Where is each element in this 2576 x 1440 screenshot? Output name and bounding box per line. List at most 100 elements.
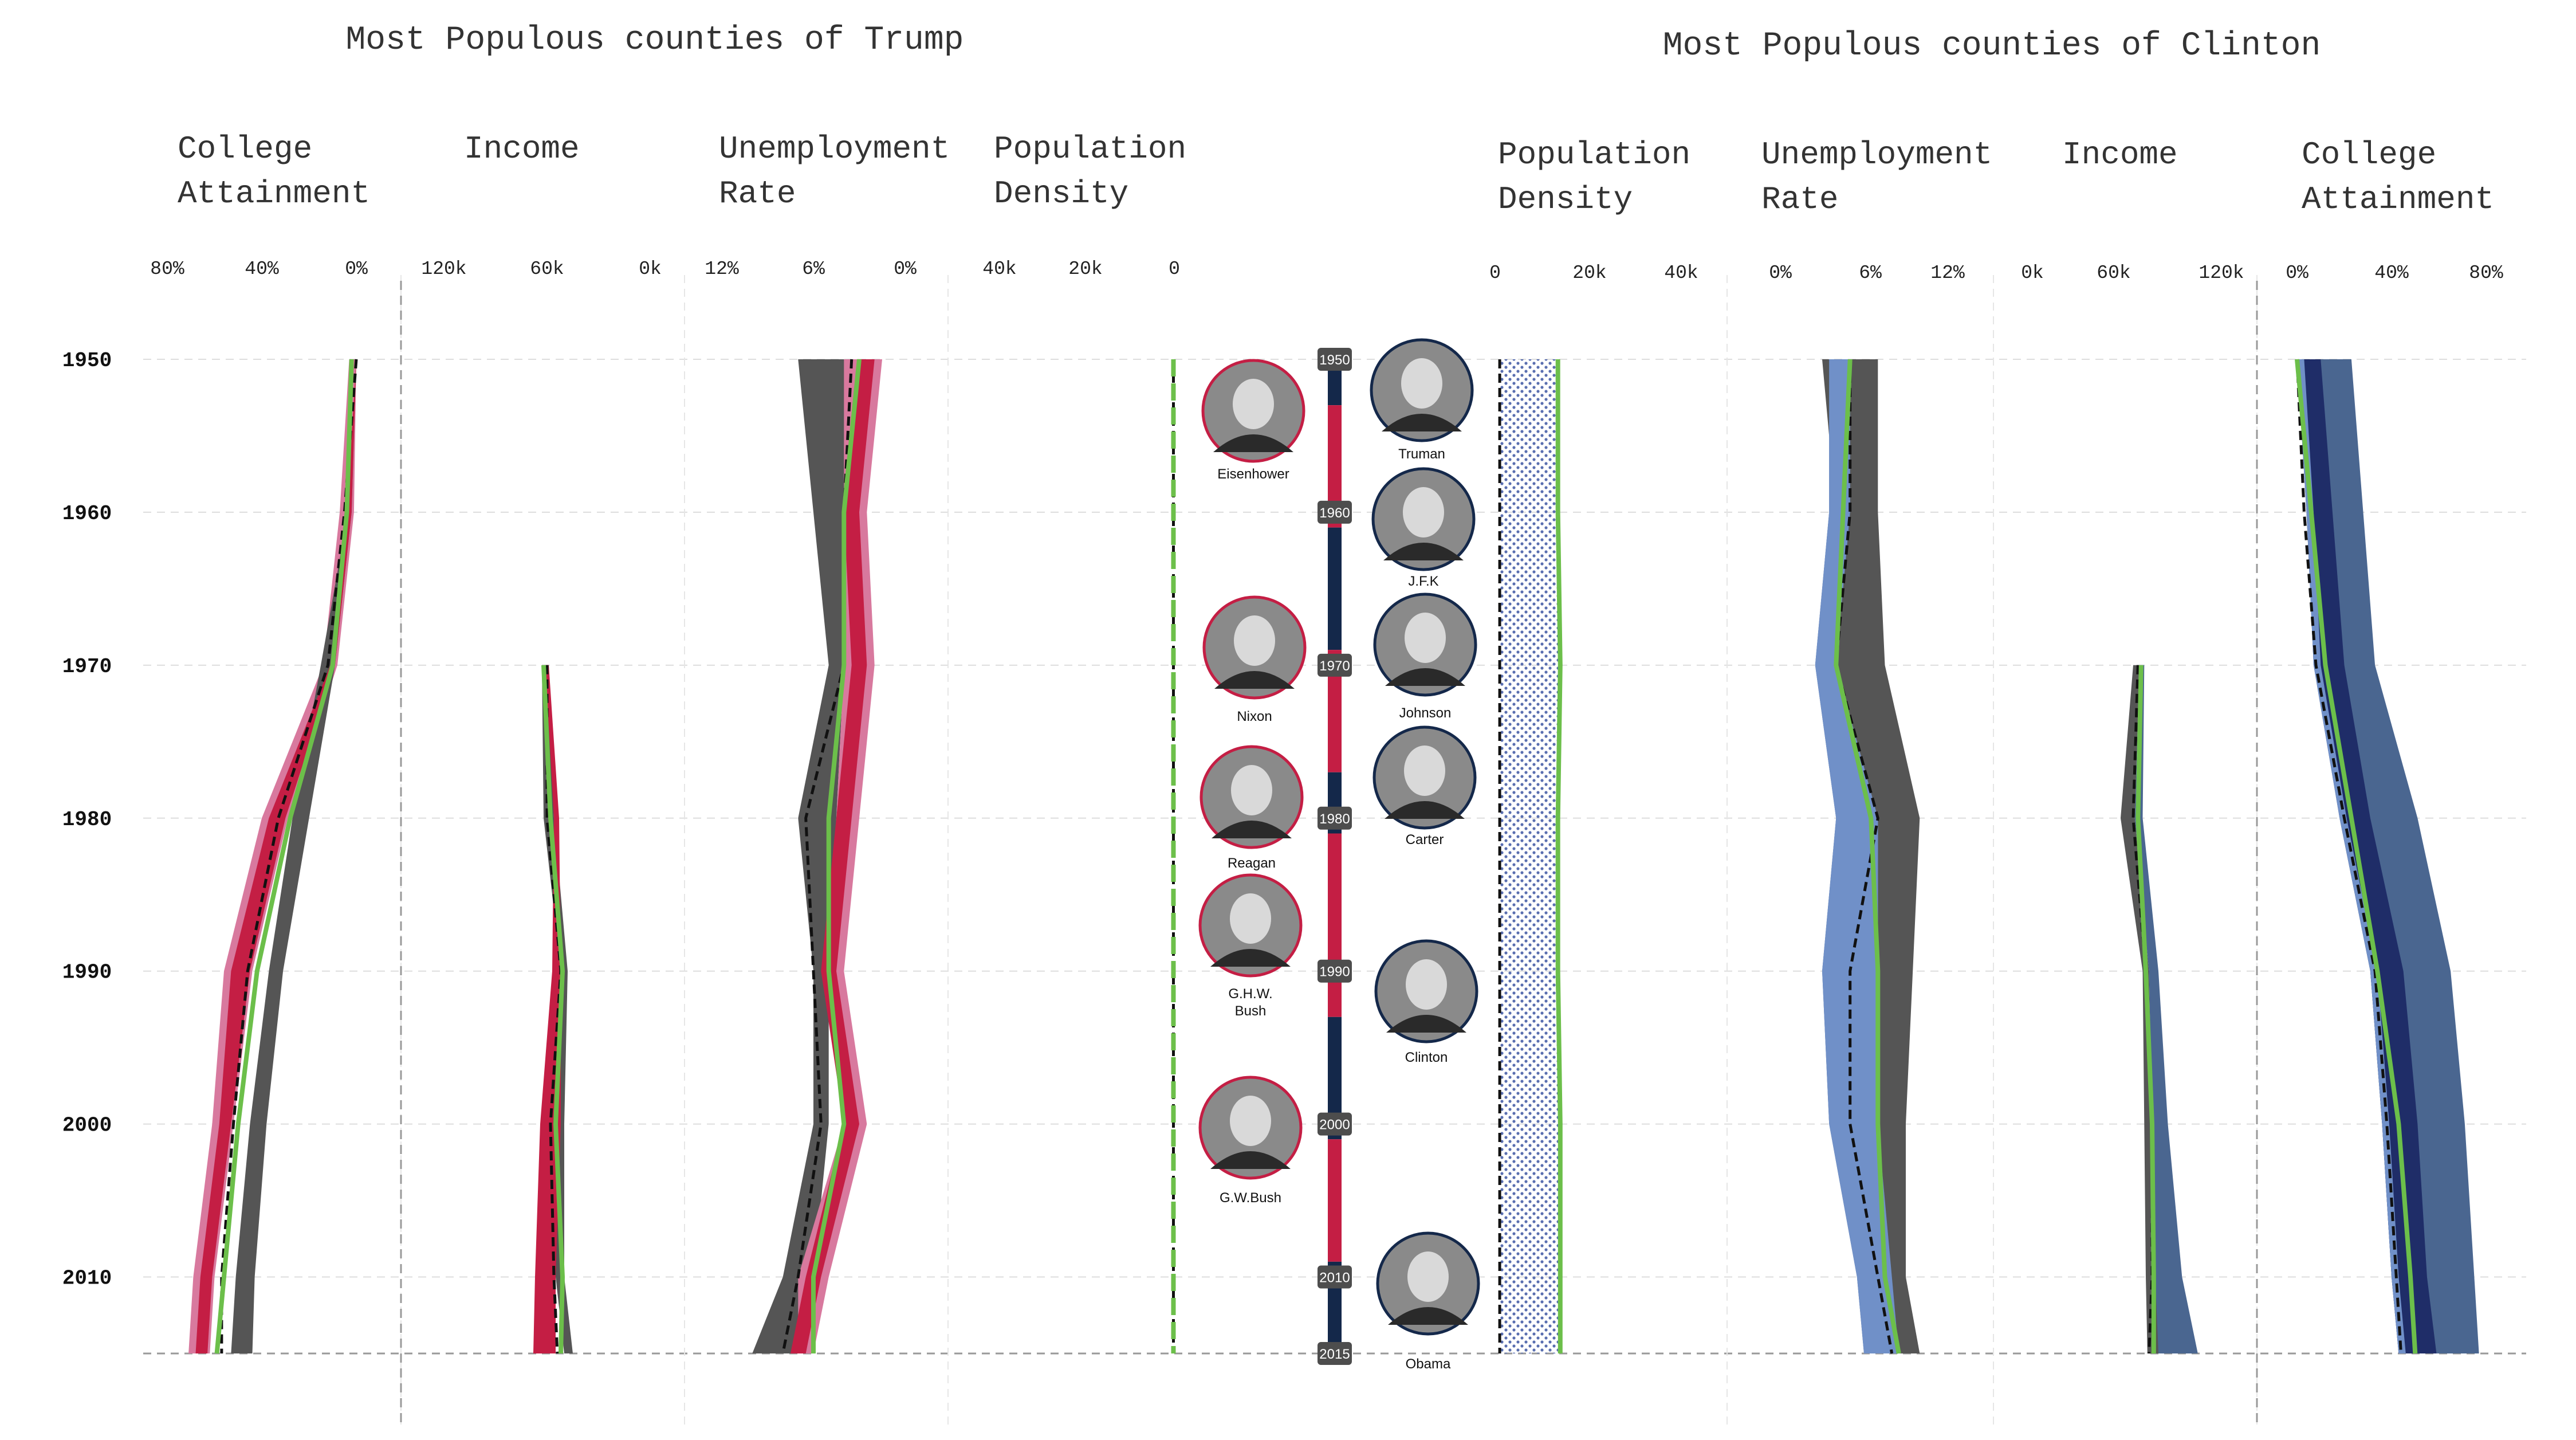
president-name: Clinton — [1405, 1050, 1448, 1065]
tick-label: 0k — [639, 258, 662, 280]
tick-label: 40k — [1664, 262, 1698, 284]
tick-label: 6% — [1859, 262, 1882, 284]
year-label-1980: 1980 — [62, 808, 112, 831]
panel-title-5-1: Rate — [1761, 181, 1838, 218]
panel-title-2-0: Unemployment — [719, 131, 950, 167]
year-label-1950: 1950 — [62, 349, 112, 372]
president-name: Johnson — [1399, 705, 1452, 721]
portrait-face — [1401, 358, 1442, 409]
tick-label: 20k — [1572, 262, 1606, 284]
tick-label: 0% — [1769, 262, 1792, 284]
panel-5-clinton — [1815, 359, 1920, 1354]
panel-title-3-0: Population — [994, 131, 1186, 167]
outer-band — [2297, 359, 2479, 1353]
president-name: Eisenhower — [1217, 466, 1289, 482]
panel-title-3-1: Density — [994, 175, 1128, 212]
tick-label: 20k — [1068, 258, 1102, 280]
county-median-dashed — [1834, 359, 1894, 1354]
tick-label: 0k — [2021, 262, 2044, 284]
year-badge-2015 — [1318, 1342, 1352, 1365]
portrait-face — [1407, 1251, 1449, 1302]
panel-title-2-1: Rate — [719, 175, 796, 212]
portrait-face — [1233, 379, 1274, 429]
tick-label: 40% — [245, 258, 279, 280]
portrait-face — [1230, 893, 1271, 944]
tick-label: 40% — [2374, 262, 2409, 284]
president-name: Reagan — [1228, 856, 1276, 871]
us-median-line — [1555, 359, 1563, 1353]
year-label-2000: 2000 — [62, 1114, 112, 1137]
tick-label: 80% — [150, 258, 184, 280]
year-badge-text: 2000 — [1319, 1117, 1350, 1133]
panel-title-7-1: Attainment — [2302, 181, 2494, 218]
year-badge-1990 — [1318, 959, 1352, 983]
panel-title-4-0: Population — [1498, 136, 1690, 173]
year-badge-1960 — [1318, 500, 1352, 524]
panel-4-clinton — [1498, 359, 1563, 1353]
tick-label: 0% — [894, 258, 917, 280]
panel-7-clinton — [2295, 359, 2479, 1354]
panel-title-0-1: Attainment — [178, 175, 370, 212]
panel-title-4-1: Density — [1498, 181, 1633, 218]
county-band-inner — [791, 359, 875, 1353]
portrait-body — [1210, 1151, 1291, 1169]
portrait-face — [1404, 745, 1445, 796]
president-truman: Truman — [1370, 338, 1474, 462]
president-j-f-k: J.F.K — [1371, 467, 1476, 589]
president-name: Nixon — [1237, 709, 1272, 724]
county-band — [195, 359, 356, 1353]
data-layer — [188, 359, 2479, 1354]
panel-title-1-0: Income — [464, 131, 580, 167]
tick-label: 0 — [1489, 262, 1501, 284]
year-badge-text: 1960 — [1319, 505, 1350, 521]
trump-title: Most Populous counties of Trump — [346, 22, 964, 59]
portrait-body — [1385, 668, 1465, 686]
tick-label: 12% — [1930, 262, 1965, 284]
us-median-line — [2135, 665, 2156, 1353]
us-band — [231, 359, 356, 1353]
portrait-body — [1214, 671, 1295, 689]
panel-6-clinton — [2121, 665, 2198, 1354]
year-badge-text: 2015 — [1319, 1347, 1350, 1362]
tick-label: 0% — [2286, 262, 2308, 284]
panel-2-trump — [752, 359, 882, 1354]
year-badge-text: 1950 — [1319, 352, 1350, 368]
president-eisenhower: Eisenhower — [1201, 359, 1305, 482]
year-badge-text: 1990 — [1319, 964, 1350, 980]
year-label-1970: 1970 — [62, 655, 112, 678]
us-median-line — [541, 665, 565, 1354]
portrait-body — [1385, 801, 1465, 819]
panel-0-trump — [188, 359, 358, 1354]
year-badge-1980 — [1318, 806, 1352, 830]
portrait-face — [1406, 959, 1447, 1010]
tick-label: 60k — [530, 258, 564, 280]
tick-label: 80% — [2469, 262, 2503, 284]
president-obama: Obama — [1376, 1231, 1480, 1372]
tick-label: 12% — [705, 258, 739, 280]
portrait-body — [1382, 414, 1462, 431]
portrait-body — [1383, 543, 1464, 560]
portrait-face — [1405, 613, 1446, 663]
portrait-face — [1231, 765, 1272, 815]
label-layer: Most Populous counties of Trump Most Pop… — [62, 22, 2503, 1290]
president-g-h-w-bush: G.H.W.Bush — [1198, 873, 1303, 1019]
timeline-layer: 1950 1960 1970 1980 1990 2000 2010 2015 Eisenhow… — [1198, 338, 1480, 1372]
president-name: Truman — [1398, 446, 1445, 462]
county-band-inner — [2297, 359, 2406, 1353]
tick-label: 6% — [802, 258, 825, 280]
portrait-body — [1212, 821, 1292, 838]
year-label-1990: 1990 — [62, 961, 112, 984]
tick-label: 0% — [345, 258, 368, 280]
year-badge-text: 2010 — [1319, 1270, 1350, 1286]
us-median-line — [1834, 359, 1901, 1354]
portrait-body — [1386, 1015, 1466, 1033]
portrait-body — [1388, 1307, 1468, 1325]
us-median-line — [2295, 359, 2418, 1354]
us-median-line — [811, 359, 862, 1353]
panel-title-0-0: College — [178, 131, 312, 167]
us-median-line — [214, 359, 354, 1354]
tick-label: 40k — [982, 258, 1016, 280]
portrait-face — [1234, 615, 1275, 666]
president-name: Carter — [1406, 832, 1444, 847]
panel-title-5-0: Unemployment — [1761, 136, 1992, 173]
